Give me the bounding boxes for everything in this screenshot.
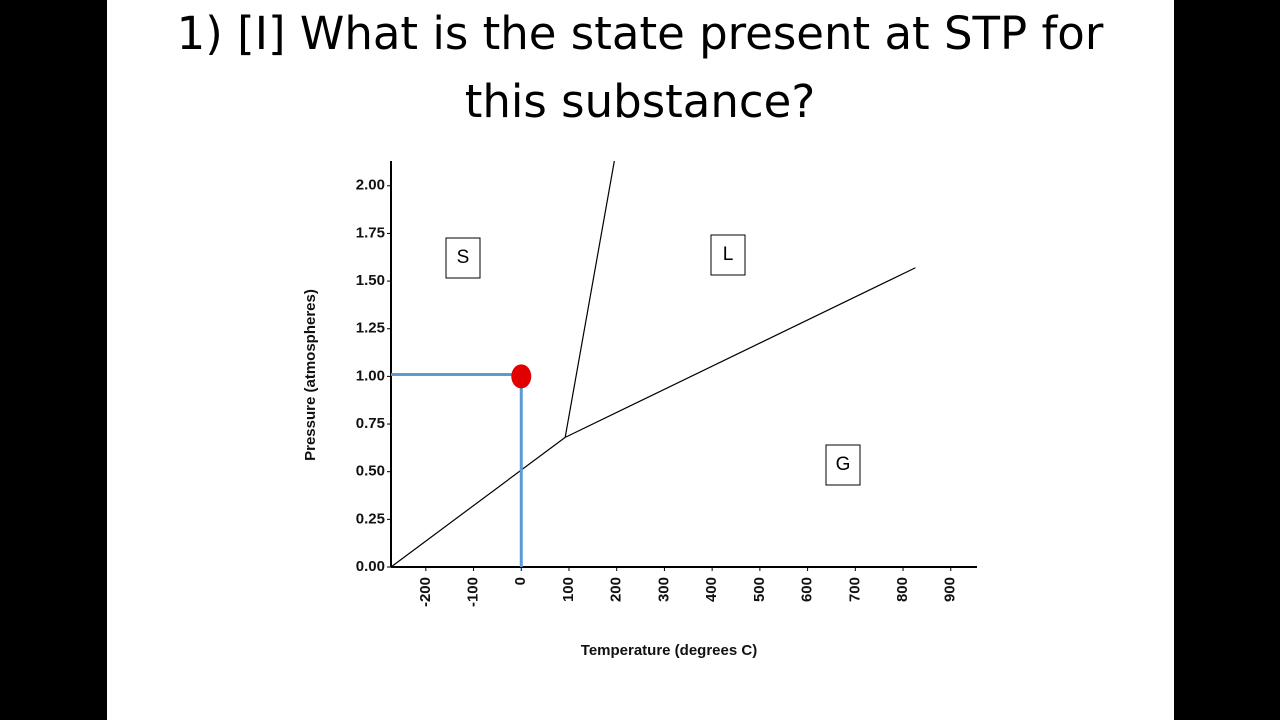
region-box: [825, 444, 861, 486]
marker: [511, 364, 532, 389]
y-tick-label: 0.25: [356, 510, 385, 527]
y-tick-label: 2.00: [356, 177, 385, 194]
region-label: G: [836, 454, 851, 475]
x-axis-title: Temperature (degrees C): [581, 642, 757, 659]
x-tick-label: 100: [560, 577, 577, 602]
region-label: L: [723, 244, 734, 265]
slide-background: [107, 0, 1174, 720]
x-tick-label: 0: [512, 577, 529, 585]
x-tick-label: 300: [655, 577, 672, 602]
y-tick-label: 1.00: [356, 367, 385, 384]
y-tick-label: 0.75: [356, 415, 385, 432]
phase-boundary: [564, 160, 615, 438]
y-tick-label: 1.25: [356, 320, 385, 337]
y-tick-label: 0.50: [356, 463, 385, 480]
x-tick-label: -100: [465, 577, 482, 607]
left-bar: [0, 0, 107, 720]
region-box: [710, 234, 746, 276]
x-tick-label: 500: [751, 577, 768, 602]
right-bar: [1174, 0, 1280, 720]
x-tick-label: 600: [799, 577, 816, 602]
y-tick-label: 0.00: [356, 558, 385, 575]
x-tick-label: 400: [703, 577, 720, 602]
x-tick-label: 200: [608, 577, 625, 602]
x-tick-label: 700: [846, 577, 863, 602]
title-box: 1) [I] What is the state present at STP …: [176, 7, 1104, 128]
y-axis-title: Pressure (atmospheres): [302, 289, 319, 461]
x-tick-label: -200: [417, 577, 434, 607]
x-tick-label: 800: [894, 577, 911, 602]
region-label: S: [457, 247, 470, 268]
x-tick-label: 900: [942, 577, 959, 602]
y-tick-label: 1.50: [356, 272, 385, 289]
phase-boundary: [564, 267, 916, 438]
region-box: [445, 237, 481, 279]
phase-boundary: [390, 436, 566, 568]
slide-title: 1) [I] What is the state present at STP …: [176, 7, 1104, 128]
y-tick-label: 1.75: [356, 224, 385, 241]
